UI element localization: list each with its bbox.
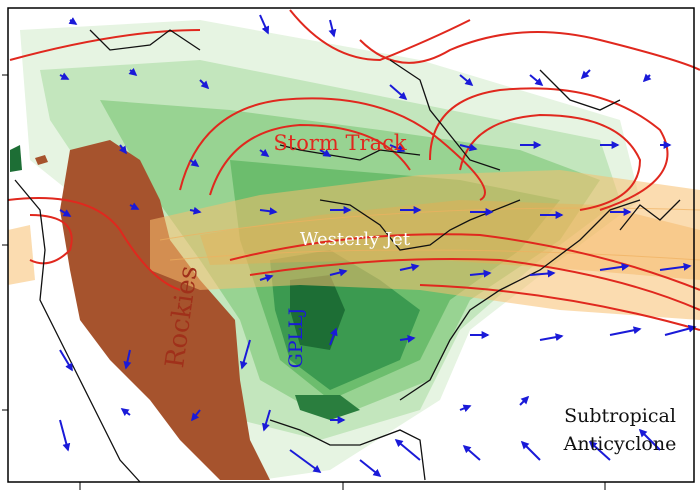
wind-arrow: [638, 428, 661, 451]
wind-arrow: [519, 395, 530, 406]
wind-arrow: [319, 149, 332, 157]
wind-arrow: [459, 143, 478, 152]
wind-arrow: [588, 440, 611, 461]
anticyclone-label: Anticyclone: [563, 433, 677, 455]
coastlines: [14, 29, 681, 483]
anticyclone-label: Subtropical: [564, 405, 676, 427]
wind-arrow: [389, 84, 408, 101]
wind-arrow: [399, 334, 416, 343]
wind-arrow: [259, 14, 270, 35]
wind-arrow: [120, 408, 131, 417]
wind-arrow: [59, 419, 71, 452]
wind-vectors: [59, 14, 697, 477]
wind-arrow: [189, 158, 200, 167]
wind-arrow: [59, 209, 72, 217]
wind-arrow: [239, 339, 251, 370]
wind-arrow: [664, 324, 697, 336]
wind-arrow: [123, 349, 132, 370]
wind-arrow: [459, 74, 474, 87]
westerly-jet-band: [8, 170, 700, 320]
wind-arrow: [329, 327, 338, 346]
storm-track-label: Storm Track: [273, 131, 406, 155]
wind-arrow: [659, 262, 692, 271]
wind-arrow: [539, 333, 564, 342]
wind-arrow: [328, 19, 337, 38]
wind-arrow: [359, 459, 382, 477]
wind-arrow: [462, 444, 481, 461]
wind-arrow: [609, 326, 642, 336]
gpllj-label: GPLLJ: [285, 308, 307, 369]
wind-arrow: [389, 144, 406, 153]
wind-arrow: [68, 17, 78, 25]
wind-arrow: [259, 207, 278, 216]
wind-arrow: [289, 449, 322, 473]
wind-arrow: [128, 67, 138, 77]
wind-arrow: [529, 269, 556, 278]
westerly-jet-label: Westerly Jet: [300, 229, 411, 250]
wind-arrow: [399, 263, 420, 272]
wind-arrow: [642, 73, 652, 83]
wind-arrow: [529, 74, 544, 87]
terrain-patch: [35, 155, 48, 165]
terrain-patch: [10, 145, 22, 172]
rockies-terrain: [60, 140, 270, 480]
wind-arrow: [59, 72, 70, 80]
wind-arrow: [262, 409, 271, 432]
wind-arrow: [329, 268, 348, 277]
wind-arrow: [394, 438, 421, 461]
wind-arrow: [259, 274, 274, 282]
wind-arrow: [191, 409, 201, 422]
wind-arrow: [59, 349, 73, 372]
wind-arrow: [129, 202, 140, 210]
wind-arrow: [580, 69, 591, 80]
wind-arrow: [259, 148, 270, 157]
storm-track-contours: [7, 9, 700, 331]
wind-arrow: [199, 79, 210, 90]
wind-arrow: [599, 262, 630, 271]
wind-arrow: [118, 144, 127, 155]
wind-arrow: [459, 404, 472, 413]
wind-arrow: [189, 206, 202, 215]
frame: [2, 7, 695, 490]
wind-arrow: [469, 269, 492, 278]
wind-arrow: [520, 440, 541, 461]
